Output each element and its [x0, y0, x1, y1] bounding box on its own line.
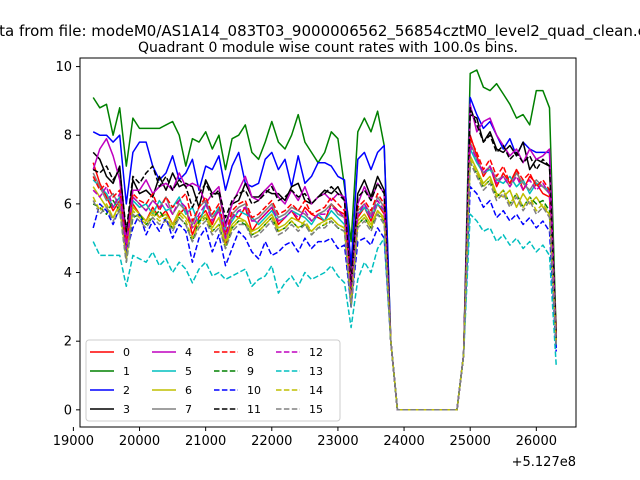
legend-label-9: 9 [247, 365, 254, 378]
legend-label-0: 0 [123, 346, 130, 359]
y-tick-label: 2 [64, 335, 72, 350]
series-line-1 [92, 69, 557, 411]
legend-label-8: 8 [247, 346, 254, 359]
series-line-10 [92, 185, 557, 411]
x-tick-label: 19000 [53, 434, 94, 449]
legend-label-3: 3 [123, 403, 130, 416]
x-axis: 19000 20000 21000 22000 23000 24000 25000 26000 [53, 427, 557, 449]
x-tick-label: 21000 [185, 434, 226, 449]
x-tick-label: 20000 [119, 434, 160, 449]
series-line-2 [92, 96, 557, 411]
legend-label-14: 14 [309, 384, 323, 397]
x-tick-label: 23000 [317, 434, 358, 449]
legend-label-1: 1 [123, 365, 130, 378]
y-axis: 0 2 4 6 8 10 [55, 60, 80, 418]
series-line-11 [92, 107, 557, 411]
chart-title: Quadrant 0 module wise count rates with … [138, 40, 518, 56]
legend-label-15: 15 [309, 403, 323, 416]
x-tick-label: 24000 [383, 434, 424, 449]
legend-label-11: 11 [247, 403, 261, 416]
y-tick-label: 8 [64, 129, 72, 144]
series-layer [92, 69, 557, 411]
series-line-13 [92, 213, 557, 411]
series-line-15 [92, 161, 557, 411]
series-line-14 [92, 158, 557, 411]
x-offset-text: +5.127e8 [512, 455, 576, 470]
series-line-3 [92, 113, 557, 411]
y-tick-label: 6 [64, 197, 72, 212]
series-line-6 [92, 155, 557, 411]
y-tick-label: 10 [55, 60, 72, 75]
figure-suptitle: Data from file: modeM0/AS1A14_083T03_900… [0, 22, 640, 41]
legend-label-10: 10 [247, 384, 261, 397]
legend-frame [85, 339, 341, 422]
legend-label-6: 6 [185, 384, 192, 397]
plot-frame [79, 57, 577, 428]
legend-label-4: 4 [185, 346, 192, 359]
y-tick-label: 4 [64, 266, 72, 281]
series-line-12 [92, 144, 557, 411]
legend-label-13: 13 [309, 365, 323, 378]
legend-label-7: 7 [185, 403, 192, 416]
x-tick-label: 25000 [450, 434, 491, 449]
legend-label-12: 12 [309, 346, 323, 359]
x-tick-label: 22000 [251, 434, 292, 449]
y-tick-label: 0 [64, 403, 72, 418]
legend-label-5: 5 [185, 365, 192, 378]
legend-label-2: 2 [123, 384, 130, 397]
series-line-8 [92, 137, 557, 411]
x-tick-label: 26000 [516, 434, 557, 449]
